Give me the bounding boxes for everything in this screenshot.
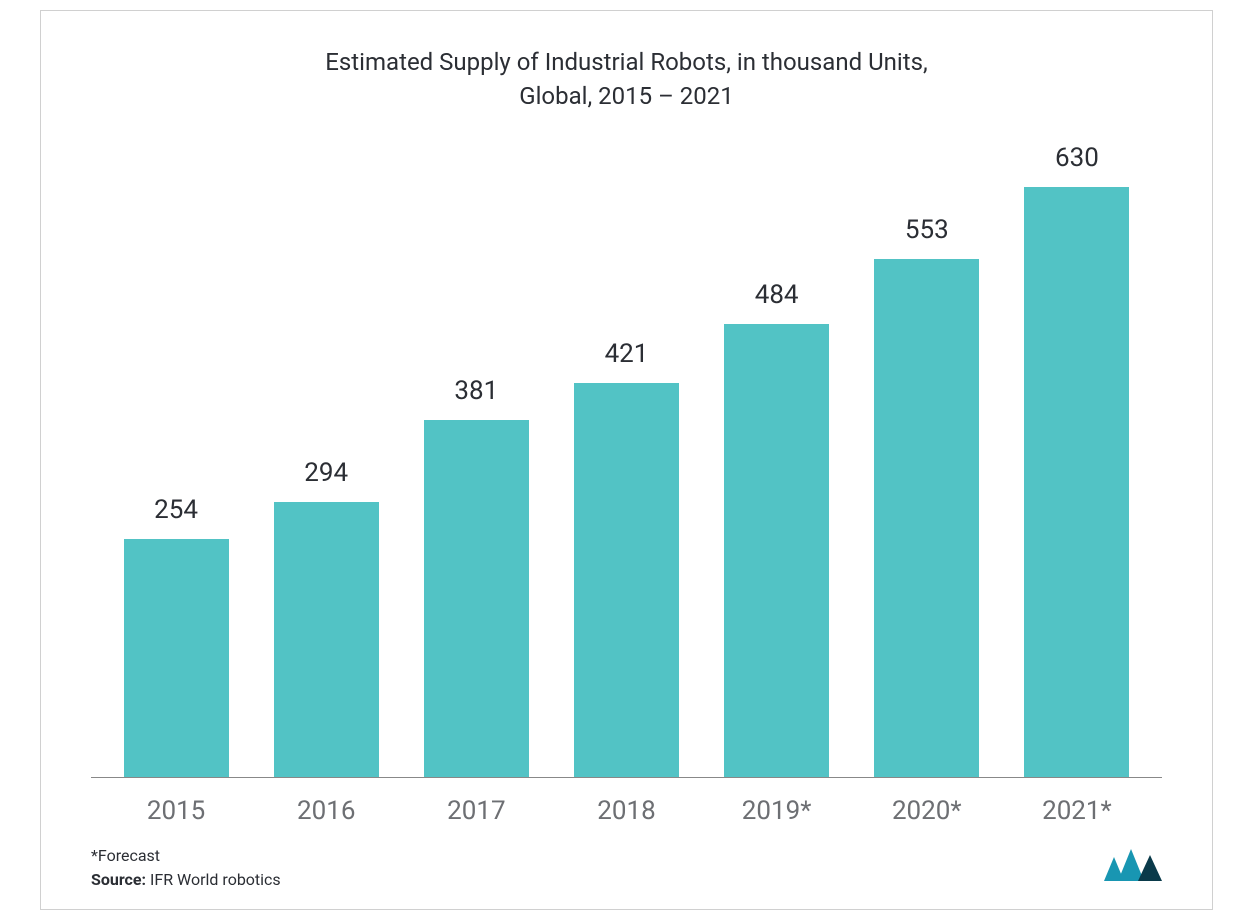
source-label: Source:	[91, 870, 146, 889]
bar	[574, 383, 679, 777]
bar-group: 421	[551, 143, 701, 777]
x-axis-label: 2015	[101, 796, 251, 826]
source-line: Source: IFR World robotics	[91, 868, 1162, 892]
bar-value-label: 381	[454, 376, 498, 406]
x-axis-label: 2018	[551, 796, 701, 826]
bar-group: 254	[101, 143, 251, 777]
bar	[424, 420, 529, 777]
bar-group: 630	[1002, 143, 1152, 777]
bar	[1024, 187, 1129, 777]
chart-title-line2: Global, 2015 – 2021	[519, 82, 733, 110]
bar	[274, 502, 379, 777]
forecast-note: *Forecast	[91, 844, 1162, 868]
bar-value-label: 294	[304, 458, 348, 488]
bar	[124, 539, 229, 777]
bar-group: 294	[251, 143, 401, 777]
bar	[874, 259, 979, 777]
x-axis-label: 2021*	[1002, 796, 1152, 826]
bar-group: 553	[852, 143, 1002, 777]
chart-container: Estimated Supply of Industrial Robots, i…	[40, 10, 1213, 910]
source-text: IFR World robotics	[146, 870, 281, 889]
x-axis-label: 2019*	[702, 796, 852, 826]
x-axis-label: 2017	[401, 796, 551, 826]
x-axis-label: 2020*	[852, 796, 1002, 826]
bar-value-label: 421	[605, 339, 649, 369]
bar-value-label: 254	[154, 495, 198, 525]
bar-group: 484	[702, 143, 852, 777]
mn-logo-icon	[1104, 847, 1162, 881]
bar-value-label: 553	[905, 215, 949, 245]
bar-value-label: 484	[755, 280, 799, 310]
chart-title: Estimated Supply of Industrial Robots, i…	[91, 46, 1162, 113]
bar-group: 381	[401, 143, 551, 777]
bar-value-label: 630	[1055, 143, 1099, 173]
plot-area: 254 294 381 421 484 553 630	[91, 143, 1162, 778]
x-axis-label: 2016	[251, 796, 401, 826]
chart-footnotes: *Forecast Source: IFR World robotics	[91, 844, 1162, 892]
bar	[724, 324, 829, 777]
chart-title-line1: Estimated Supply of Industrial Robots, i…	[325, 48, 927, 76]
x-axis-labels: 20152016201720182019*2020*2021*	[91, 778, 1162, 826]
